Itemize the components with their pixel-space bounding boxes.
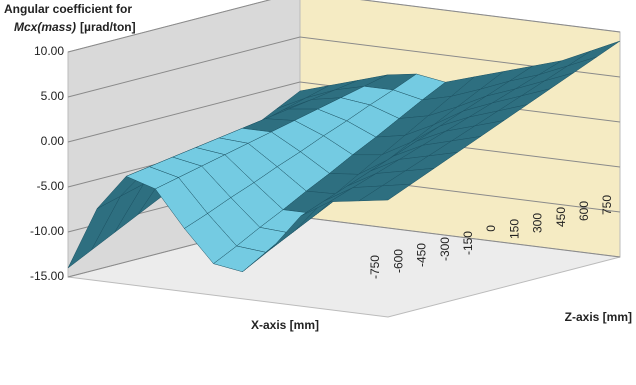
y-tick-label: 0.00 — [41, 134, 65, 148]
grid-line — [67, 0, 621, 53]
plot: -15.00 -10.00 -5.00 0.00 5.00 10.00 -750 -600 -4… — [30, 0, 621, 318]
y-tick-label: -10.00 — [30, 224, 64, 238]
z-tick-label: -450 — [415, 243, 429, 267]
z-tick-label: 450 — [554, 207, 568, 227]
grid-line — [67, 36, 621, 98]
y-tick-label: -15.00 — [30, 269, 64, 283]
y-tick-label: 5.00 — [41, 89, 65, 103]
z-tick-label: -300 — [438, 237, 452, 261]
x-axis-label: X-axis [mm] — [251, 318, 319, 332]
z-tick-label: 600 — [577, 201, 591, 221]
y-tick-label: -5.00 — [37, 179, 65, 193]
z-tick-label: 750 — [600, 195, 614, 215]
surface-cell — [358, 183, 412, 202]
z-tick-label: 0 — [484, 225, 498, 232]
z-tick-label: 150 — [507, 219, 521, 239]
chart-title: [µrad/ton] — [80, 20, 136, 34]
z-tick-label: -600 — [391, 249, 405, 273]
y-tick-label: 10.00 — [34, 44, 64, 58]
z-axis-label: Z-axis [mm] — [565, 310, 632, 324]
z-tick-label: 300 — [531, 213, 545, 233]
chart-title: Angular coefficient for — [4, 2, 132, 16]
chart-title: Mcx(mass) — [14, 20, 76, 34]
z-tick-label: -150 — [461, 231, 475, 255]
z-tick-label: -750 — [368, 255, 382, 279]
chart-title: Mcx(mass) [µrad/ton] — [14, 20, 136, 34]
